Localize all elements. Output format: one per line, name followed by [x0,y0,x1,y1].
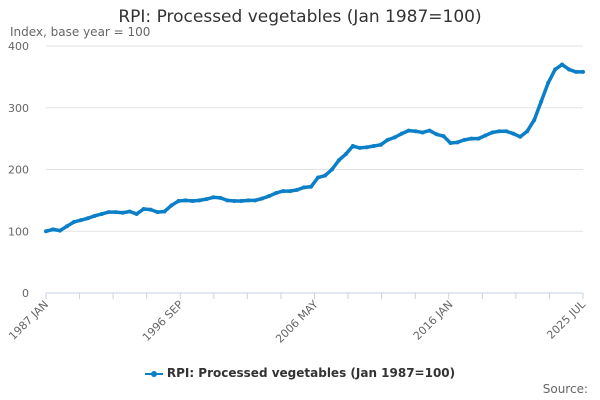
data-point [64,224,69,229]
data-point [434,132,439,137]
x-tick-label: 2025 JUL [544,297,588,341]
data-point [239,198,244,203]
data-point [567,67,572,72]
line-chart: 0 100 200 300 400 1987 JAN 1996 SEP 2006 MAY 201… [6,40,588,346]
chart-title: RPI: Processed vegetables (Jan 1987=100) [118,7,482,27]
data-point [490,130,495,135]
y-tick-label: 400 [8,40,29,53]
data-point [455,140,460,145]
data-point [92,213,97,218]
data-point [329,167,334,172]
data-point [483,133,488,138]
data-point [57,228,62,233]
data-point [546,81,551,86]
data-point [371,144,376,149]
data-point [497,129,502,134]
x-tick-label: 1996 SEP [140,298,186,344]
data-point [476,136,481,141]
data-point [525,129,530,134]
data-point [315,175,320,180]
x-tick-label: 2006 MAY [273,298,321,346]
data-point [302,185,307,190]
data-point [78,218,83,223]
y-tick-label: 300 [8,102,29,115]
data-point [469,136,474,141]
data-point [176,198,181,203]
data-point [71,219,76,224]
data-point [406,128,411,133]
data-point [134,211,139,216]
data-point [364,145,369,150]
data-point [162,209,167,214]
data-point [553,67,558,72]
data-point [560,62,565,67]
data-point [504,129,509,134]
data-point [85,216,90,221]
data-point [197,198,202,203]
data-point [267,194,272,199]
data-point [218,195,223,200]
data-point [274,190,279,195]
data-point [106,210,111,215]
data-point [378,142,383,147]
data-point [322,173,327,178]
data-point [581,69,585,74]
y-tick-label: 0 [22,287,29,300]
source-label: Source: [542,382,588,396]
data-point [127,209,132,214]
data-point [350,144,355,149]
data-point [357,145,362,150]
data-point [539,99,544,104]
data-point [385,137,390,142]
legend-item[interactable]: RPI: Processed vegetables (Jan 1987=100) [0,366,600,380]
data-point [392,135,397,140]
legend-line-marker-icon [144,370,163,377]
data-point [148,207,153,212]
data-point [462,137,467,142]
data-point [169,203,174,208]
data-point [183,198,188,203]
data-point [141,207,146,212]
x-tick-label: 1987 JAN [6,298,51,343]
data-point [50,227,55,232]
data-point [260,196,265,201]
data-point [232,198,237,203]
data-point [120,210,125,215]
y-tick-label: 100 [8,225,29,238]
legend-label: RPI: Processed vegetables (Jan 1987=100) [166,366,456,380]
data-point [343,152,348,157]
data-point [99,211,104,216]
data-point [427,128,432,133]
x-tick-label: 2016 JAN [411,298,456,343]
data-point [288,189,293,194]
data-point [574,69,579,74]
data-point [225,198,230,203]
data-point [511,131,516,136]
data-point [281,189,286,194]
data-point [204,197,209,202]
data-point [295,187,300,192]
series-line [45,62,583,233]
y-tick-label: 200 [8,164,29,177]
data-point [309,184,314,189]
data-point [253,198,258,203]
chart-subtitle: Index, base year = 100 [10,25,151,39]
data-point [399,131,404,136]
data-point [413,129,418,134]
data-point [448,140,453,145]
data-point [532,118,537,123]
data-point [246,198,251,203]
data-point [336,158,341,163]
data-point [44,229,48,234]
data-point [190,198,195,203]
data-point [518,134,523,139]
data-point [211,195,216,200]
data-point [420,130,425,135]
data-point [155,210,160,215]
data-point [441,134,446,139]
data-point [113,210,118,215]
